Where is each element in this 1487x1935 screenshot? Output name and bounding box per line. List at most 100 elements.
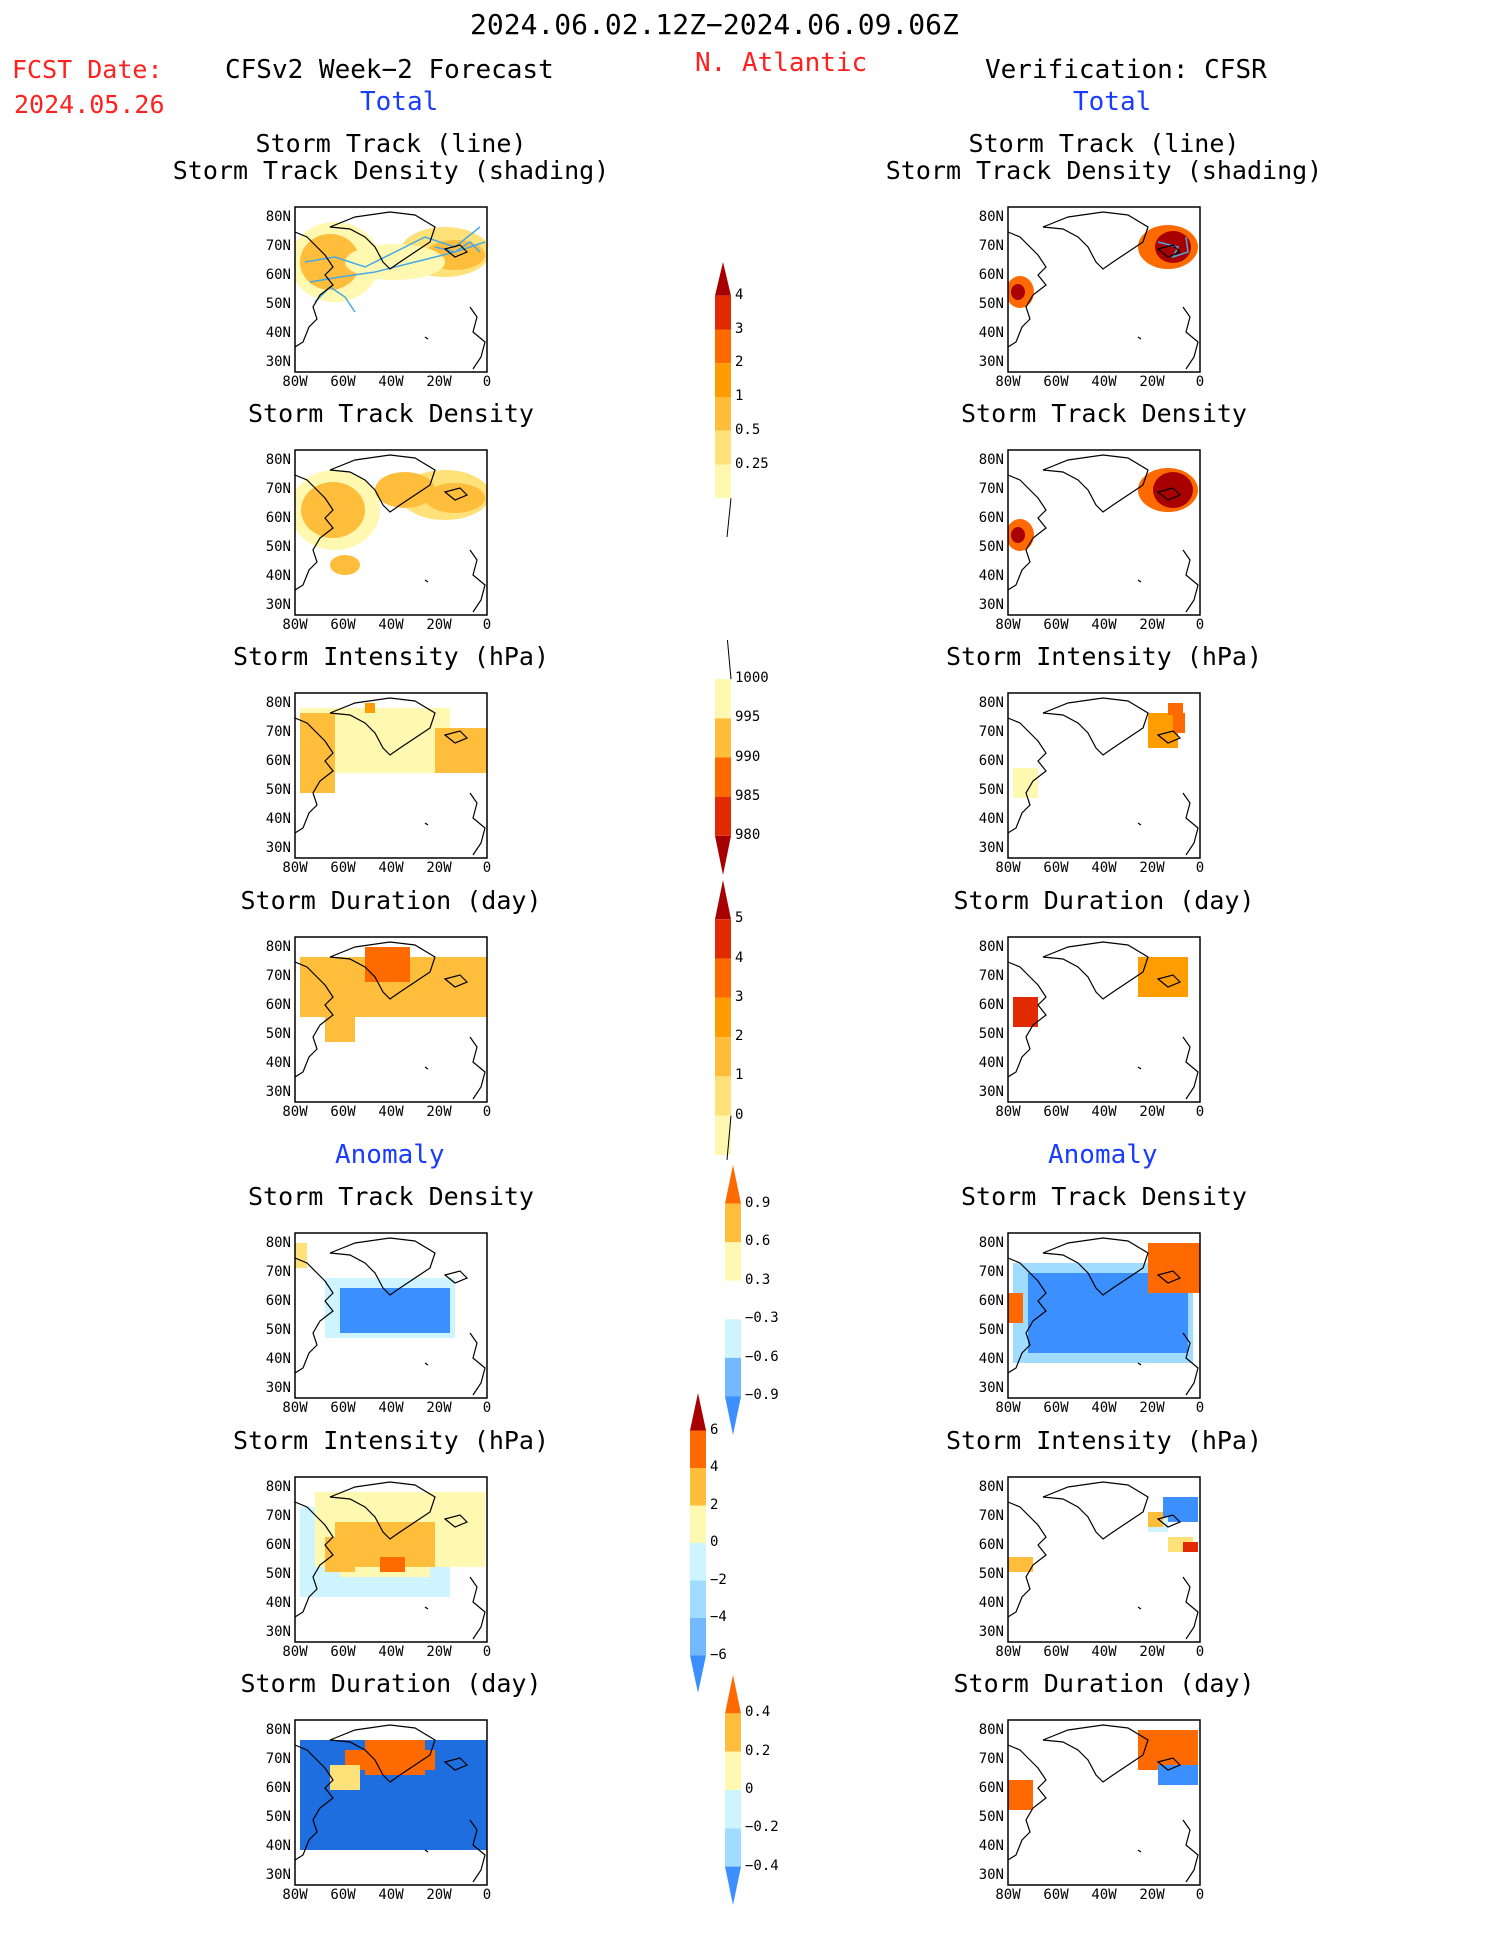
colorbar-label: 5	[735, 910, 744, 927]
panel-title: Storm Duration (day)	[240, 1669, 542, 1698]
lat-tick-label: 70N	[978, 724, 1004, 740]
lat-tick-label: 60N	[978, 1537, 1004, 1553]
lon-tick-label: 60W	[330, 860, 356, 876]
colorbar-swatch	[715, 498, 731, 532]
map-svg	[1007, 692, 1201, 859]
lon-tick-label: 80W	[282, 1644, 308, 1660]
coastline	[329, 211, 436, 270]
coastline	[443, 1514, 469, 1528]
coastline	[424, 1849, 429, 1853]
map-svg	[294, 1232, 488, 1399]
lat-tick-label: 40N	[978, 811, 1004, 827]
shaded-cell	[1008, 1780, 1033, 1810]
colorbar-swatch	[715, 262, 731, 296]
lon-tick-label: 40W	[378, 617, 404, 633]
lon-tick-label: 80W	[282, 1400, 308, 1416]
colorbar-label: −2	[710, 1571, 727, 1588]
lon-tick-label: 20W	[426, 374, 452, 390]
shaded-cell	[325, 1537, 355, 1572]
coastline	[295, 1744, 334, 1861]
map-panel: 80N 70N 60N 50N 40N 30N 80W 60W 40W 20W 0	[266, 206, 491, 390]
shaded-cell	[435, 728, 487, 773]
lat-tick-label: 40N	[978, 325, 1004, 341]
lon-tick-label: 40W	[1091, 374, 1117, 390]
lat-tick-label: 30N	[978, 1380, 1004, 1396]
coastline	[295, 1501, 334, 1618]
lon-tick-label: 60W	[1043, 1104, 1069, 1120]
coastline	[295, 1257, 334, 1374]
colorbar-label: 2	[710, 1496, 719, 1513]
coastline	[1182, 1819, 1199, 1883]
colorbar-label: 2	[735, 1028, 744, 1045]
shaded-cell	[330, 1765, 360, 1790]
panel-title: Storm Track Density	[961, 1182, 1247, 1211]
lat-tick-label: 30N	[265, 1624, 291, 1640]
lat-tick-label: 60N	[978, 1293, 1004, 1309]
coastline	[1008, 1744, 1047, 1861]
total-label-right: Total	[1073, 87, 1152, 117]
lon-tick-label: 80W	[282, 860, 308, 876]
shaded-cell	[380, 1557, 405, 1572]
colorbar-swatch	[690, 1655, 706, 1693]
colorbar-label: 1	[735, 388, 744, 404]
lat-tick-label: 70N	[978, 1264, 1004, 1280]
map-svg	[294, 692, 488, 859]
lon-tick-label: 40W	[1091, 1644, 1117, 1660]
map-frame	[1007, 1232, 1201, 1399]
colorbar-label: −4	[710, 1609, 727, 1625]
lat-tick-label: 80N	[978, 939, 1004, 955]
lat-tick-label: 40N	[978, 1595, 1004, 1611]
lat-tick-label: 80N	[978, 1722, 1004, 1738]
lat-tick-label: 50N	[978, 782, 1004, 798]
coastline	[1156, 730, 1182, 744]
fcst-date: 2024.05.26	[14, 90, 165, 119]
map-frame	[1007, 1719, 1201, 1886]
shaded-cell	[1013, 997, 1038, 1027]
lat-tick-label: 70N	[978, 238, 1004, 254]
lon-tick-label: 40W	[1091, 1887, 1117, 1903]
colorbar-swatch	[715, 1076, 731, 1116]
lat-tick-label: 60N	[265, 1537, 291, 1553]
shaded-region	[345, 244, 445, 280]
colorbar-swatch	[690, 1543, 706, 1581]
lon-tick-label: 0	[1195, 1104, 1205, 1120]
map-svg	[1007, 1232, 1201, 1399]
coastline	[469, 1036, 486, 1100]
coastline	[443, 974, 469, 988]
coastline	[1182, 306, 1199, 370]
lon-tick-label: 80W	[995, 1400, 1021, 1416]
coastline	[1042, 1481, 1149, 1540]
shaded-region	[1011, 284, 1025, 300]
lat-tick-label: 50N	[265, 539, 291, 555]
coastline	[443, 244, 469, 258]
colorbar-swatch	[725, 1165, 741, 1204]
shaded-cell	[300, 713, 335, 793]
lat-tick-label: 80N	[265, 939, 291, 955]
colorbar-label: −0.2	[745, 1819, 779, 1836]
fcst-label: FCST Date:	[12, 55, 163, 84]
lat-tick-label: 60N	[978, 510, 1004, 526]
colorbar-label: 3	[735, 988, 744, 1005]
lon-tick-label: 20W	[1139, 1887, 1165, 1903]
coastline	[424, 1066, 429, 1070]
lat-tick-label: 80N	[265, 1235, 291, 1251]
coastline	[469, 1576, 486, 1640]
lon-tick-label: 40W	[378, 374, 404, 390]
coastline	[1156, 1757, 1182, 1771]
coastline	[424, 1606, 429, 1610]
panel-title: Storm Duration (day)	[240, 886, 542, 915]
colorbar-swatch	[715, 757, 731, 797]
storm-track-line	[309, 241, 486, 283]
colorbar-swatch	[715, 295, 731, 330]
lon-tick-label: 40W	[1091, 860, 1117, 876]
map-panel: 80N 70N 60N 50N 40N 30N 80W 60W 40W 20W 0	[979, 449, 1204, 633]
colorbar-swatch	[690, 1430, 706, 1468]
coastline	[1156, 1514, 1182, 1528]
lat-tick-label: 80N	[265, 209, 291, 225]
map-frame	[294, 1232, 488, 1399]
shaded-cell	[435, 957, 487, 1017]
colorbar-label: 4	[735, 286, 744, 303]
lon-tick-label: 0	[482, 1644, 492, 1660]
lat-tick-label: 60N	[265, 1293, 291, 1309]
coastline	[1042, 697, 1149, 756]
